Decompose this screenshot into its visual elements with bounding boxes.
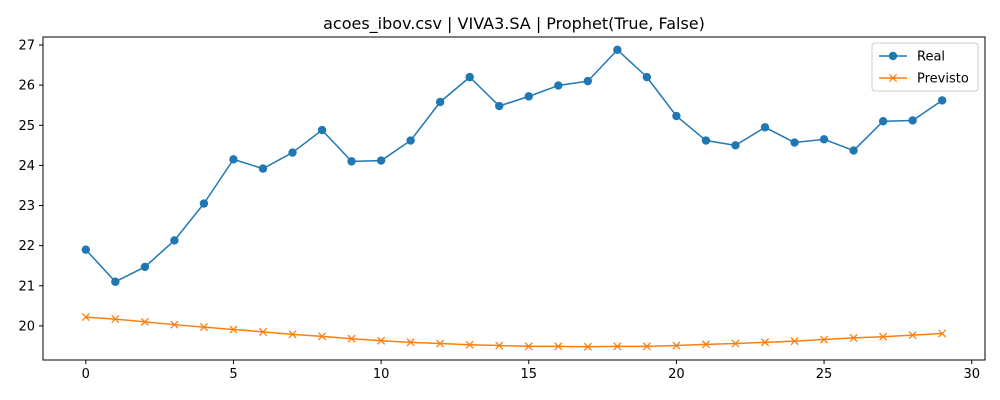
data-point-previsto (554, 342, 563, 351)
y-tick-label: 25 (18, 119, 35, 134)
x-tick-label: 5 (229, 367, 237, 382)
legend-marker-real (888, 51, 898, 61)
data-point-real (81, 245, 91, 254)
data-point-previsto (140, 317, 149, 326)
data-point-real (937, 96, 947, 105)
plot-frame (42, 36, 986, 361)
data-point-previsto (524, 342, 533, 351)
legend-item-real: Real (879, 50, 945, 65)
y-tick-label: 22 (18, 239, 35, 254)
legend-item-previsto: Previsto (879, 72, 969, 87)
x-axis: 0 5 10 15 20 25 30 (82, 360, 980, 382)
legend-box (871, 42, 979, 92)
series-layer (81, 45, 947, 351)
x-tick-label: 25 (816, 367, 833, 382)
data-point-real (908, 116, 917, 125)
data-point-previsto (170, 320, 179, 329)
data-point-previsto (760, 338, 770, 347)
data-point-previsto (731, 339, 740, 348)
y-tick-label: 24 (18, 159, 35, 174)
data-point-real (583, 76, 593, 86)
y-tick-label: 21 (18, 279, 35, 294)
x-tick-label: 10 (373, 367, 390, 382)
data-point-real (435, 97, 445, 107)
y-tick-label: 23 (18, 199, 35, 214)
data-point-real (554, 81, 563, 90)
legend-label-previsto: Previsto (917, 72, 969, 87)
data-point-previsto (820, 335, 829, 344)
data-point-previsto (436, 339, 445, 348)
legend: Real Previsto (871, 42, 979, 92)
data-point-real (524, 92, 533, 101)
data-point-previsto (790, 337, 799, 346)
data-point-real (317, 125, 327, 135)
y-tick-label: 26 (18, 79, 35, 94)
data-point-real (229, 155, 238, 164)
data-point-previsto (377, 336, 386, 345)
data-point-real (819, 135, 829, 144)
data-point-previsto (672, 341, 681, 350)
legend-label-real: Real (917, 50, 945, 65)
data-point-previsto (229, 325, 238, 334)
data-point-real (376, 156, 386, 165)
data-point-real (613, 45, 622, 55)
x-tick-label: 20 (668, 367, 685, 382)
data-point-real (642, 72, 652, 82)
data-point-previsto (849, 333, 858, 342)
data-point-real (790, 138, 799, 147)
y-tick-label: 20 (18, 319, 35, 334)
y-axis: 20 21 22 23 24 25 26 27 (18, 39, 43, 334)
data-point-previsto (347, 334, 356, 343)
data-point-real (760, 123, 770, 132)
data-point-real (849, 146, 858, 155)
data-point-previsto (258, 327, 268, 336)
data-point-previsto (879, 332, 888, 341)
x-tick-label: 30 (963, 367, 980, 382)
data-point-previsto (465, 340, 474, 349)
data-point-real (199, 199, 209, 208)
data-point-real (465, 72, 474, 82)
data-point-previsto (642, 342, 651, 351)
data-point-real (288, 148, 297, 157)
x-tick-label: 0 (82, 367, 90, 382)
y-tick-label: 27 (18, 39, 35, 54)
data-point-real (347, 157, 356, 166)
data-point-previsto (288, 330, 297, 339)
data-point-previsto (317, 332, 327, 341)
data-point-real (258, 164, 268, 173)
data-point-real (701, 136, 711, 145)
data-point-real (406, 136, 415, 145)
legend-marker-previsto (888, 73, 898, 83)
data-point-previsto (908, 331, 917, 340)
chart-title: acoes_ibov.csv | VIVA3.SA | Prophet(True… (323, 14, 705, 34)
data-point-real (731, 141, 740, 150)
data-point-previsto (938, 329, 947, 338)
data-point-real (170, 236, 179, 245)
data-point-previsto (613, 342, 622, 351)
data-point-previsto (111, 315, 120, 324)
data-point-previsto (81, 313, 90, 322)
x-tick-label: 15 (520, 367, 537, 382)
data-point-real (495, 101, 504, 111)
series-real (81, 45, 947, 286)
series-line-previsto (85, 316, 943, 348)
data-point-previsto (495, 341, 504, 350)
data-point-real (878, 117, 888, 126)
data-point-real (111, 277, 120, 286)
data-point-previsto (701, 340, 711, 349)
data-point-previsto (406, 338, 415, 347)
data-point-real (672, 111, 681, 121)
series-line-real (85, 49, 943, 283)
data-point-previsto (199, 323, 208, 332)
series-previsto (81, 313, 947, 351)
data-point-real (140, 262, 150, 272)
data-point-previsto (583, 342, 592, 351)
